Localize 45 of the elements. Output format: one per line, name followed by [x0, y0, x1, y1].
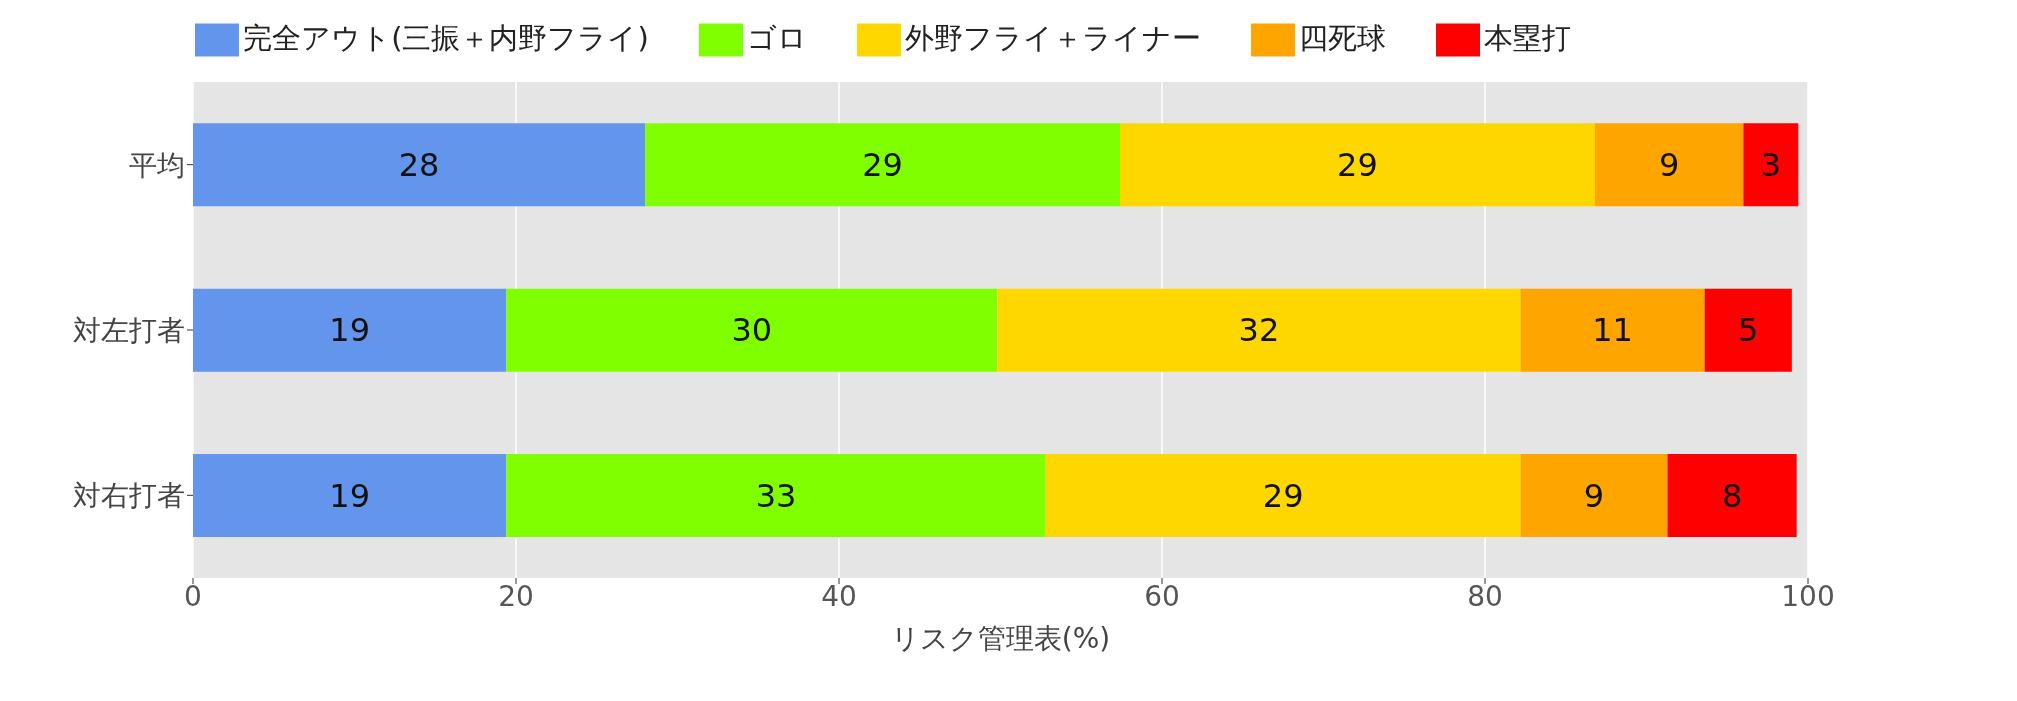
bar [1667, 454, 1797, 537]
data-label: 9 [1658, 145, 1680, 184]
legend-label: 本塁打 [1483, 21, 1571, 55]
legend-label: 四死球 [1298, 21, 1386, 55]
data-label: 29 [862, 145, 903, 184]
data-label: 32 [1238, 311, 1280, 350]
bar [1743, 123, 1799, 207]
data-label: 29 [1337, 145, 1378, 184]
data-label: 28 [398, 145, 440, 184]
x-tick-label: 60 [1144, 579, 1180, 613]
x-tick-label: 40 [821, 579, 857, 613]
y-tick-label: 対左打者 [73, 313, 185, 347]
data-label: 19 [329, 311, 371, 350]
bar [1045, 454, 1521, 537]
data-label: 9 [1583, 476, 1605, 515]
data-label: 19 [329, 476, 371, 515]
legend-label: ゴロ [746, 21, 807, 55]
bar [193, 288, 507, 372]
legend-label: 外野フライ＋ライナー [904, 21, 1201, 55]
bar [1120, 123, 1595, 207]
data-label: 30 [731, 311, 773, 350]
bar [193, 123, 646, 207]
data-label: 8 [1721, 476, 1743, 515]
bar [1704, 288, 1792, 372]
bar [1594, 123, 1744, 207]
bar [1520, 288, 1705, 372]
bar [193, 454, 507, 537]
y-tick-label: 平均 [129, 148, 185, 182]
x-axis-title: リスク管理表(%) [890, 622, 1111, 655]
legend-label: 完全アウト(三振＋内野フライ) [243, 21, 649, 55]
x-tick-label: 80 [1467, 579, 1503, 613]
data-label: 33 [755, 476, 797, 515]
bar [506, 288, 998, 372]
y-tick-label: 対右打者 [73, 479, 185, 513]
bar [1520, 454, 1668, 537]
x-tick-label: 0 [184, 579, 202, 613]
data-label: 29 [1262, 476, 1304, 515]
bar [506, 454, 1046, 537]
bar [997, 288, 1521, 372]
x-tick-label: 20 [498, 579, 534, 613]
bar [645, 123, 1121, 207]
x-tick-label: 100 [1781, 579, 1835, 613]
data-label: 3 [1760, 145, 1782, 184]
data-label: 5 [1738, 311, 1759, 350]
data-label: 11 [1592, 311, 1633, 350]
